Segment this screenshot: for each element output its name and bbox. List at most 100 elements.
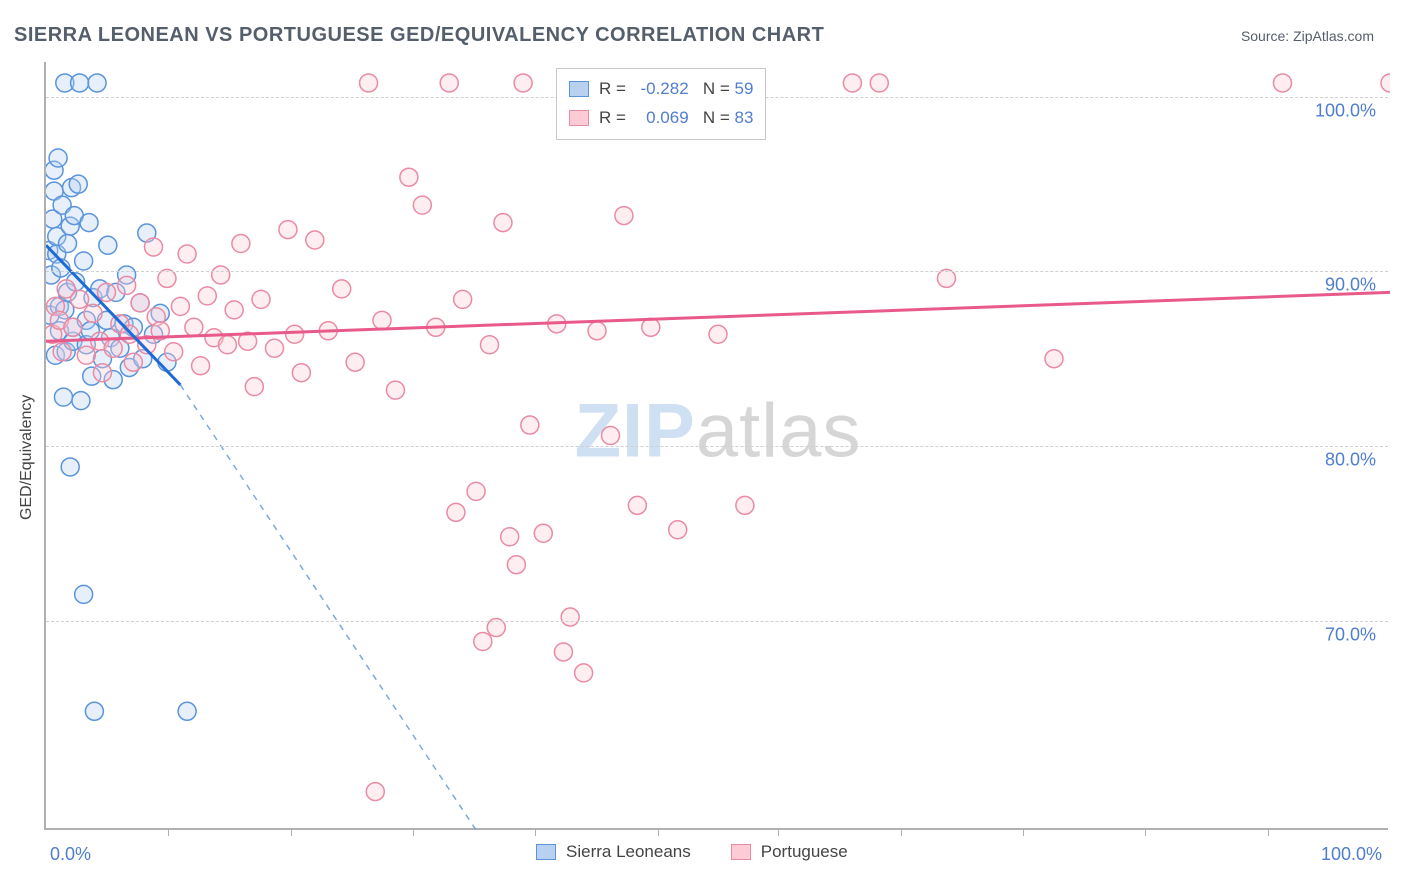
series-legend-item: Sierra Leoneans	[536, 842, 691, 862]
chart-title: SIERRA LEONEAN VS PORTUGUESE GED/EQUIVAL…	[14, 24, 824, 47]
scatter-point	[561, 608, 579, 626]
scatter-point	[554, 643, 572, 661]
gridline	[46, 621, 1388, 622]
x-tick	[413, 828, 414, 836]
scatter-point	[178, 702, 196, 720]
scatter-point	[84, 304, 102, 322]
scatter-point	[151, 322, 169, 340]
scatter-point	[843, 74, 861, 92]
scatter-point	[521, 416, 539, 434]
scatter-point	[185, 318, 203, 336]
scatter-point	[48, 228, 66, 246]
scatter-point	[265, 339, 283, 357]
x-tick-label: 0.0%	[50, 844, 91, 865]
scatter-point	[71, 74, 89, 92]
scatter-point	[54, 388, 72, 406]
scatter-point	[91, 332, 109, 350]
scatter-point	[205, 329, 223, 347]
scatter-point	[115, 315, 133, 333]
scatter-point	[628, 496, 646, 514]
scatter-point	[84, 289, 102, 307]
scatter-point	[50, 311, 68, 329]
scatter-point	[165, 343, 183, 361]
scatter-point	[601, 427, 619, 445]
scatter-point	[534, 524, 552, 542]
correlation-legend: R = -0.282 N = 59R = 0.069 N = 83	[556, 68, 766, 140]
scatter-point	[360, 74, 378, 92]
scatter-point	[93, 350, 111, 368]
scatter-point	[48, 245, 66, 263]
scatter-point	[52, 259, 70, 277]
scatter-point	[49, 149, 67, 167]
scatter-point	[474, 632, 492, 650]
scatter-point	[97, 311, 115, 329]
scatter-point	[212, 266, 230, 284]
scatter-point	[57, 343, 75, 361]
scatter-point	[57, 280, 75, 298]
scatter-point	[77, 311, 95, 329]
gridline	[46, 446, 1388, 447]
scatter-point	[245, 378, 263, 396]
scatter-point	[386, 381, 404, 399]
scatter-point	[548, 315, 566, 333]
correlation-text: R = 0.069 N = 83	[599, 104, 753, 133]
scatter-point	[1045, 350, 1063, 368]
x-tick	[291, 828, 292, 836]
scatter-point	[102, 329, 120, 347]
scatter-point	[97, 283, 115, 301]
trend-line-sierra-leoneans	[46, 245, 180, 385]
scatter-point	[145, 238, 163, 256]
scatter-point	[107, 283, 125, 301]
scatter-point	[138, 224, 156, 242]
scatter-point	[134, 350, 152, 368]
scatter-point	[46, 182, 63, 200]
scatter-point	[65, 207, 83, 225]
y-tick-label: 80.0%	[1325, 450, 1376, 471]
scatter-point	[319, 322, 337, 340]
scatter-point	[178, 245, 196, 263]
series-legend: Sierra LeoneansPortuguese	[536, 842, 848, 862]
scatter-point	[400, 168, 418, 186]
correlation-legend-row: R = -0.282 N = 59	[569, 75, 753, 104]
scatter-point	[53, 343, 71, 361]
scatter-point	[575, 664, 593, 682]
scatter-point	[75, 252, 93, 270]
scatter-point	[1381, 74, 1390, 92]
swatch-sierra-leoneans	[536, 844, 556, 860]
swatch-sierra-leoneans	[569, 81, 589, 97]
scatter-point	[669, 521, 687, 539]
scatter-point	[120, 358, 138, 376]
trend-line-sierra-leoneans-extrapolated	[180, 385, 476, 830]
scatter-point	[88, 74, 106, 92]
scatter-point	[64, 332, 82, 350]
scatter-point	[69, 175, 87, 193]
scatter-point	[81, 322, 99, 340]
scatter-point	[870, 74, 888, 92]
scatter-point	[366, 783, 384, 801]
scatter-point	[171, 297, 189, 315]
scatter-point	[192, 357, 210, 375]
correlation-legend-row: R = 0.069 N = 83	[569, 104, 753, 133]
x-tick	[535, 828, 536, 836]
x-tick	[1145, 828, 1146, 836]
scatter-point	[93, 364, 111, 382]
scatter-point	[46, 325, 62, 343]
scatter-point	[447, 503, 465, 521]
watermark-zip: ZIP	[575, 388, 696, 473]
scatter-point	[75, 585, 93, 603]
scatter-point	[588, 322, 606, 340]
scatter-point	[501, 528, 519, 546]
series-legend-label: Sierra Leoneans	[566, 842, 691, 862]
scatter-point	[64, 318, 82, 336]
y-tick-label: 70.0%	[1325, 624, 1376, 645]
x-tick	[1023, 828, 1024, 836]
scatter-point	[642, 318, 660, 336]
scatter-point	[279, 221, 297, 239]
scatter-point	[306, 231, 324, 249]
scatter-point	[494, 214, 512, 232]
scatter-point	[56, 74, 74, 92]
scatter-point	[615, 207, 633, 225]
scatter-point	[467, 482, 485, 500]
watermark: ZIPatlas	[575, 387, 862, 474]
scatter-point	[67, 273, 85, 291]
